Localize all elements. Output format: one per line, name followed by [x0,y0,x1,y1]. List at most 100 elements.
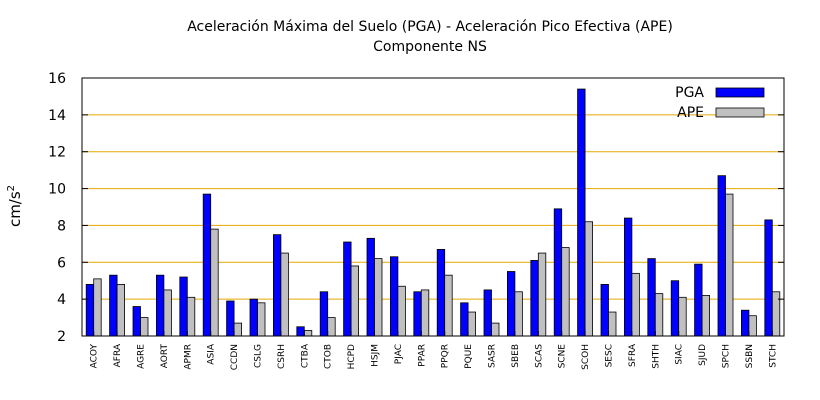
category-label: SFRA [628,343,638,367]
bar-ape-stch [771,291,781,337]
bar-ape-cslg [257,302,266,337]
bar-ape-ctob [327,317,336,337]
chart-subtitle: Componente NS [373,39,487,55]
bar-ape-agre [140,317,149,337]
category-label: CTBA [300,343,310,368]
y-tick-label: 8 [57,218,66,234]
bar-ape-spch [725,193,734,337]
category-label: SESC [605,344,615,367]
bar-ape-sjud [701,295,710,337]
bar-ape-sfra [631,272,640,337]
bar-pga-sbeb [506,271,516,337]
bar-pga-ctba [296,326,305,337]
legend-label-pga: PGA [675,85,704,101]
bar-pga-agre [132,306,141,337]
category-label: SPCH [722,344,732,368]
category-label: SIAC [675,344,685,365]
bar-ape-apmr [186,296,196,337]
y-tick-label: 16 [48,71,66,87]
y-axis-label: cm/s2 [6,185,24,227]
legend-swatch-ape [715,107,765,118]
bar-pga-aort [155,274,165,337]
bar-ape-ctba [303,330,313,337]
bar-ape-ccdn [233,322,243,337]
bar-pga-spch [717,175,726,337]
chart-title: Aceleración Máxima del Suelo (PGA) - Ace… [187,19,673,35]
category-label: APMR [183,344,193,370]
legend-label-ape: APE [677,105,704,121]
category-label: HCPD [347,344,357,369]
bar-ape-scoh [584,221,593,337]
bar-pga-ssbn [741,309,750,337]
bar-ape-csrh [280,252,289,337]
bar-pga-csrh [272,234,282,337]
bar-pga-hsjm [366,237,375,337]
bar-ape-afra [116,283,125,337]
y-axis-label-superscript: 2 [6,185,17,191]
bar-ape-sasr [491,322,500,337]
bar-pga-pque [460,302,469,337]
bar-pga-scne [553,208,563,337]
bar-pga-stch [764,219,773,337]
bar-ape-siac [678,296,687,337]
bar-ape-asia [210,228,219,337]
legend-swatch-pga [715,87,765,98]
legend: PGA APE [675,85,765,121]
bar-ape-pque [467,311,477,337]
bar-pga-sasr [483,289,492,337]
bar-pga-ccdn [226,300,235,337]
category-label: AGRE [137,344,147,369]
grid-lines [82,114,784,300]
bar-ape-shth [654,293,664,337]
bar-pga-sjud [694,263,703,337]
bar-ape-hcpd [350,265,360,337]
bar-pga-ppqr [436,248,446,337]
category-label: HSJM [371,344,381,367]
category-label: STCH [768,344,778,368]
bar-pga-ctob [319,291,329,337]
category-label: SCNE [558,344,568,369]
bar-pga-acoy [85,283,95,337]
bar-ape-ssbn [748,315,757,337]
bar-ape-ppar [420,289,430,337]
y-tick-label: 4 [57,292,66,308]
category-label: CTOB [324,344,334,369]
bar-ape-pjac [397,285,406,337]
bar-ape-scas [537,252,547,337]
category-label: ASIA [207,343,217,365]
bar-pga-sfra [624,217,633,337]
category-label: CCDN [230,344,240,370]
category-label: PQUE [464,344,474,369]
bar-pga-afra [109,274,118,337]
bar-pga-cslg [249,298,258,337]
bar-ape-sesc [608,311,617,337]
bar-ape-ppqr [444,274,453,337]
y-axis-ticks: 2 4 6 8 10 12 14 16 [48,71,784,345]
bar-ape-acoy [93,278,102,337]
category-label: AFRA [113,343,123,367]
bar-pga-ppar [413,291,422,337]
bar-pga-scoh [577,88,586,337]
bar-pga-sesc [600,283,609,337]
bar-ape-scne [561,247,570,337]
category-label: SJUD [698,344,708,366]
bar-pga-asia [202,193,212,337]
bar-pga-hcpd [343,241,352,337]
category-label: SCAS [534,344,544,368]
category-label: SBEB [511,344,521,368]
plot-frame [81,77,785,337]
y-tick-label: 12 [48,145,66,161]
bar-ape-aort [163,289,172,337]
y-tick-label: 10 [48,182,66,198]
category-label: PJAC [394,344,404,364]
category-label: PPAR [417,344,427,367]
category-label: SHTH [651,344,661,369]
bars-group [85,88,781,337]
bar-pga-siac [670,280,680,337]
category-label: CSRH [277,344,287,369]
x-axis-categories: ACOY AFRA AGRE AORT APMR ASIA CCDN CSLG CSRH CTBA… [90,343,779,370]
y-tick-label: 14 [48,108,66,124]
category-label: SSBN [745,344,755,368]
category-label: ACOY [90,344,100,369]
bar-ape-hsjm [374,258,383,337]
